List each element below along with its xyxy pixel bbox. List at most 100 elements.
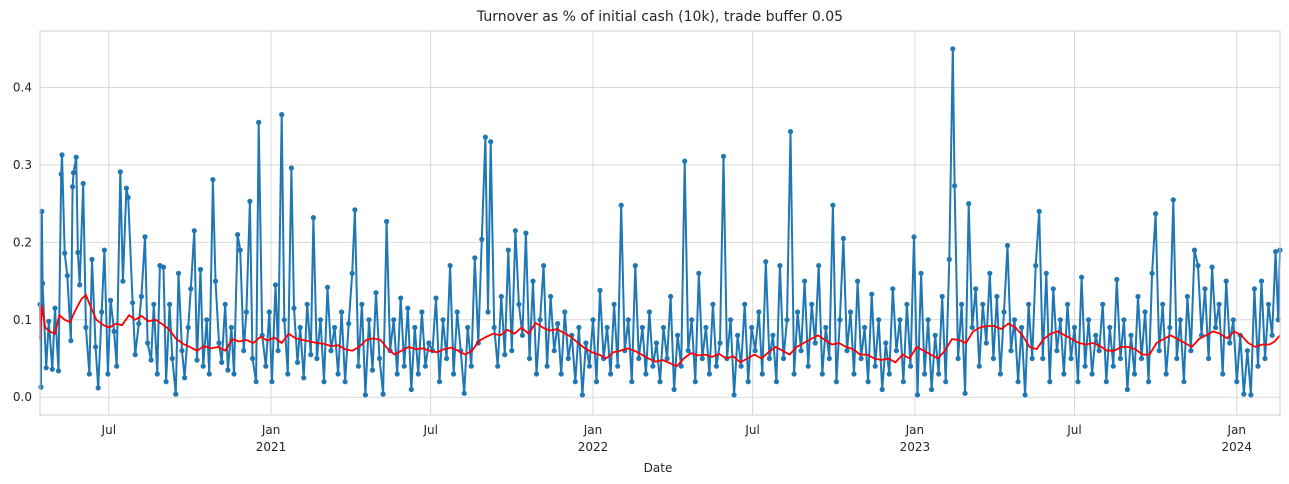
x-tick-label: Jan <box>261 423 281 437</box>
daily-turnover-point <box>321 379 326 384</box>
daily-turnover-point <box>966 201 971 206</box>
daily-turnover-point <box>880 387 885 392</box>
daily-turnover-point <box>124 186 129 191</box>
daily-turnover-point <box>1255 364 1260 369</box>
daily-turnover-point <box>40 281 45 286</box>
daily-turnover-point <box>657 379 662 384</box>
daily-turnover-point <box>336 371 341 376</box>
daily-turnover-point <box>377 356 382 361</box>
daily-turnover-point <box>855 279 860 284</box>
daily-turnover-point <box>594 379 599 384</box>
daily-turnover-point <box>285 371 290 376</box>
daily-turnover-point <box>499 294 504 299</box>
daily-turnover-point <box>552 348 557 353</box>
daily-turnover-point <box>136 321 141 326</box>
daily-turnover-point <box>462 391 467 396</box>
daily-turnover-point <box>859 356 864 361</box>
daily-turnover-point <box>1118 356 1123 361</box>
daily-turnover-point <box>876 317 881 322</box>
daily-turnover-point <box>1068 356 1073 361</box>
daily-turnover-point <box>714 364 719 369</box>
daily-turnover-point <box>93 344 98 349</box>
daily-turnover-point <box>717 340 722 345</box>
daily-turnover-point <box>887 371 892 376</box>
daily-turnover-point <box>244 309 249 314</box>
y-tick-label: 0.4 <box>13 81 32 95</box>
daily-turnover-point <box>534 371 539 376</box>
daily-turnover-point <box>919 271 924 276</box>
daily-turnover-point <box>409 387 414 392</box>
daily-turnover-point <box>207 371 212 376</box>
daily-turnover-point <box>155 371 160 376</box>
daily-turnover-point <box>977 364 982 369</box>
daily-turnover-point <box>235 232 240 237</box>
daily-turnover-point <box>950 46 955 51</box>
daily-turnover-point <box>633 263 638 268</box>
daily-turnover-point <box>897 317 902 322</box>
daily-turnover-point <box>1072 325 1077 330</box>
daily-turnover-point <box>672 387 677 392</box>
daily-turnover-point <box>384 219 389 224</box>
daily-turnover-point <box>1044 271 1049 276</box>
x-tick-label: Jan <box>1227 423 1247 437</box>
daily-turnover-point <box>1192 248 1197 253</box>
daily-turnover-point <box>573 379 578 384</box>
daily-turnover-point <box>1164 371 1169 376</box>
daily-turnover-point <box>301 375 306 380</box>
daily-turnover-point <box>1188 348 1193 353</box>
daily-turnover-point <box>820 371 825 376</box>
daily-turnover-point <box>405 306 410 311</box>
daily-turnover-point <box>370 368 375 373</box>
daily-turnover-point <box>102 248 107 253</box>
daily-turnover-point <box>959 302 964 307</box>
daily-turnover-point <box>276 348 281 353</box>
daily-turnover-point <box>1206 356 1211 361</box>
daily-turnover-point <box>241 348 246 353</box>
daily-turnover-point <box>161 265 166 270</box>
daily-turnover-point <box>83 325 88 330</box>
daily-turnover-point <box>182 375 187 380</box>
daily-turnover-point <box>1153 211 1158 216</box>
daily-turnover-point <box>204 317 209 322</box>
daily-turnover-point <box>834 379 839 384</box>
daily-turnover-point <box>1016 379 1021 384</box>
daily-turnover-point <box>298 325 303 330</box>
daily-turnover-point <box>1178 317 1183 322</box>
daily-turnover-point <box>1210 265 1215 270</box>
daily-turnover-point <box>1270 333 1275 338</box>
daily-turnover-point <box>419 309 424 314</box>
daily-turnover-point <box>68 338 73 343</box>
daily-turnover-point <box>108 298 113 303</box>
daily-turnover-point <box>823 325 828 330</box>
daily-turnover-point <box>926 317 931 322</box>
daily-turnover-point <box>173 392 178 397</box>
daily-turnover-point <box>1040 356 1045 361</box>
daily-turnover-point <box>77 282 82 287</box>
daily-turnover-point <box>700 356 705 361</box>
daily-turnover-point <box>770 333 775 338</box>
daily-turnover-point <box>827 356 832 361</box>
daily-turnover-point <box>126 195 131 200</box>
daily-turnover-point <box>640 325 645 330</box>
daily-turnover-point <box>167 302 172 307</box>
daily-turnover-point <box>952 183 957 188</box>
daily-turnover-point <box>991 356 996 361</box>
daily-turnover-point <box>947 257 952 262</box>
daily-turnover-point <box>612 302 617 307</box>
daily-turnover-point <box>1037 209 1042 214</box>
daily-turnover-point <box>894 348 899 353</box>
daily-turnover-point <box>862 325 867 330</box>
daily-turnover-point <box>1174 356 1179 361</box>
daily-turnover-point <box>381 392 386 397</box>
daily-turnover-point <box>559 371 564 376</box>
daily-turnover-point <box>869 292 874 297</box>
daily-turnover-point <box>1231 317 1236 322</box>
daily-turnover-point <box>848 309 853 314</box>
x-tick-label: Jul <box>1066 423 1081 437</box>
daily-turnover-point <box>523 231 528 236</box>
daily-turnover-point <box>1058 317 1063 322</box>
daily-turnover-point <box>795 309 800 314</box>
daily-turnover-point <box>96 385 101 390</box>
daily-turnover-point <box>198 267 203 272</box>
daily-turnover-point <box>59 152 64 157</box>
